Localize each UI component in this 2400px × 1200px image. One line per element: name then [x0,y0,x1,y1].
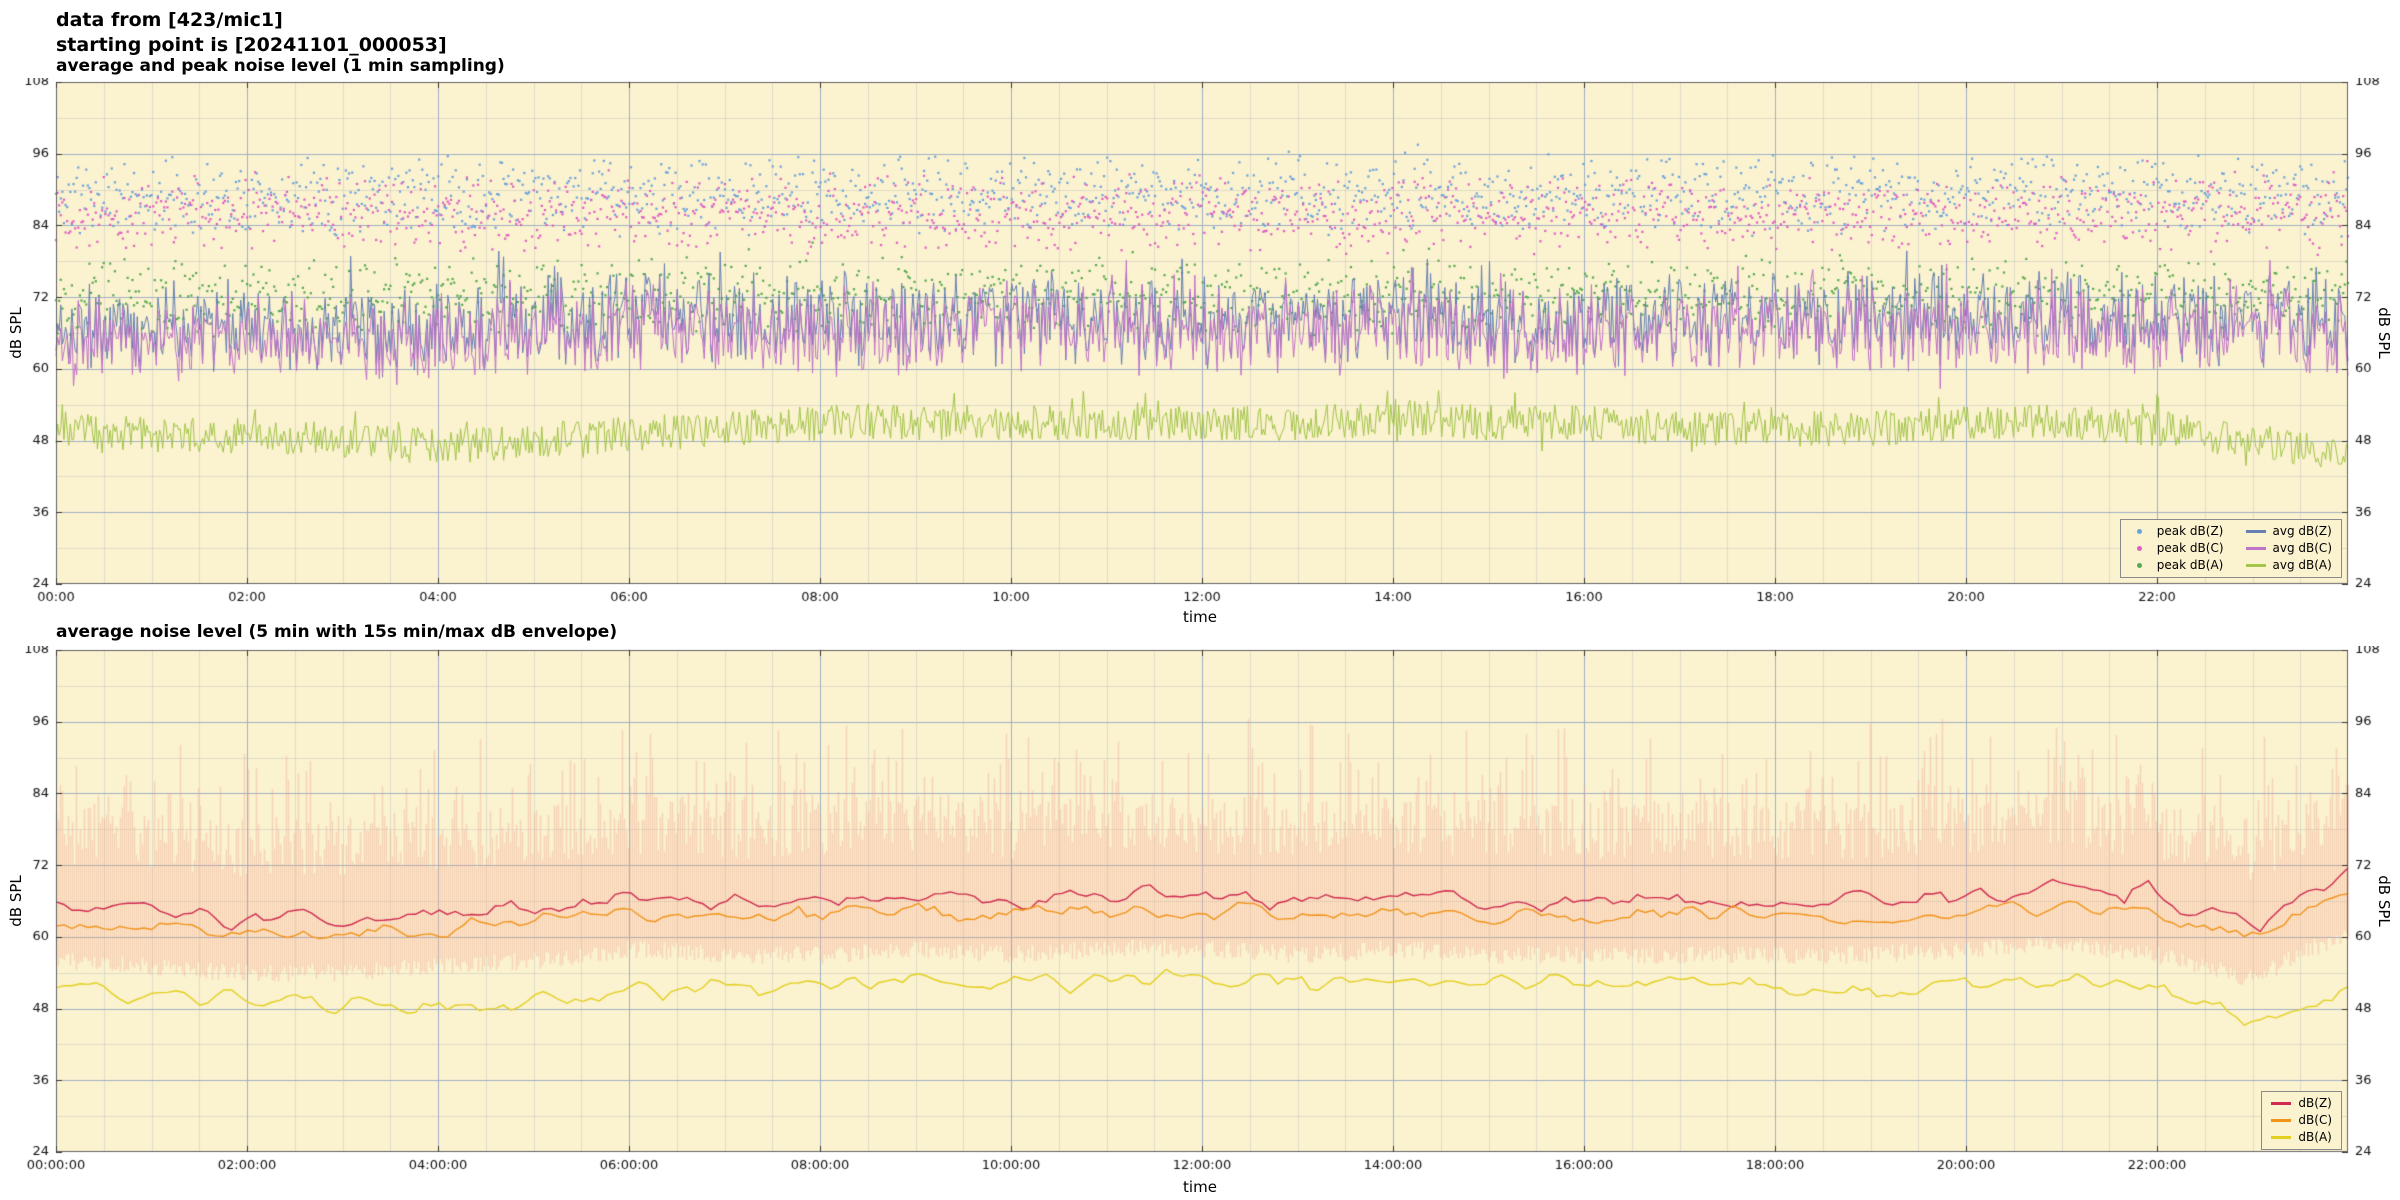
legend-line-marker-icon [2245,530,2266,533]
bottom-chart-xlabel: time [1183,1178,1217,1196]
legend-line-marker-icon [2245,564,2266,567]
legend-label: avg dB(A) [2272,558,2332,572]
legend-entry: peak dB(C) [2130,541,2224,556]
legend-entry: avg dB(C) [2245,541,2332,556]
legend-label: dB(A) [2298,1130,2332,1144]
bottom-chart: average noise level (5 min with 15s min/… [0,622,2400,1200]
legend-line-column: dB(Z) dB(C) dB(A) [2271,1096,2332,1145]
top-chart-canvas [0,78,2400,608]
top-chart-legend: peak dB(Z) peak dB(C) peak dB(A) avg dB(Z) a… [2119,519,2342,578]
header-line2: starting point is [20241101_000053] [56,34,447,57]
legend-entry: peak dB(A) [2130,558,2224,573]
legend-dot-marker-icon [2130,546,2150,551]
top-chart-xlabel: time [1183,608,1217,626]
legend-line-marker-icon [2271,1119,2292,1122]
legend-entry: dB(C) [2271,1113,2332,1128]
legend-entry: dB(Z) [2271,1096,2332,1111]
legend-dot-marker-icon [2130,529,2150,534]
legend-label: avg dB(C) [2272,541,2332,555]
legend-line-marker-icon [2271,1102,2292,1105]
bottom-chart-title: average noise level (5 min with 15s min/… [56,622,618,642]
top-chart-ylabel-right: dB SPL [2375,307,2393,359]
legend-line-marker-icon [2271,1136,2292,1139]
legend-entry: dB(A) [2271,1130,2332,1145]
legend-line-column: avg dB(Z) avg dB(C) avg dB(A) [2245,524,2332,573]
legend-entry: avg dB(Z) [2245,524,2332,539]
legend-dot-marker-icon [2130,563,2150,568]
legend-entry: avg dB(A) [2245,558,2332,573]
top-chart-ylabel-left: dB SPL [7,307,25,359]
bottom-chart-ylabel-left: dB SPL [7,875,25,927]
legend-scatter-column: peak dB(Z) peak dB(C) peak dB(A) [2130,524,2224,573]
header-line1: data from [423/mic1] [56,9,283,31]
bottom-chart-legend: dB(Z) dB(C) dB(A) [2261,1091,2342,1150]
top-chart-title: average and peak noise level (1 min samp… [56,56,505,76]
bottom-chart-ylabel-right: dB SPL [2375,875,2393,927]
legend-label: peak dB(Z) [2156,524,2224,538]
header: data from [423/mic1] starting point is [… [56,8,447,58]
legend-label: dB(Z) [2298,1096,2332,1110]
legend-entry: peak dB(Z) [2130,524,2224,539]
legend-line-marker-icon [2245,547,2266,550]
legend-label: peak dB(C) [2156,541,2224,555]
legend-label: peak dB(A) [2156,558,2224,572]
bottom-chart-canvas [0,646,2400,1176]
legend-label: dB(C) [2298,1113,2332,1127]
top-chart: average and peak noise level (1 min samp… [0,56,2400,626]
legend-label: avg dB(Z) [2272,524,2332,538]
